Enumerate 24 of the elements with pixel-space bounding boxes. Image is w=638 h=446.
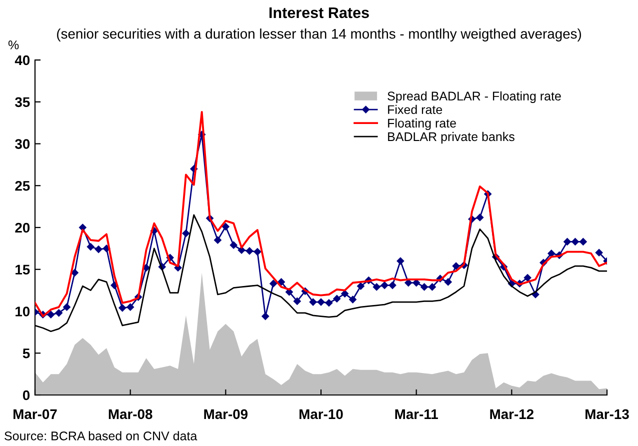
- legend-label: BADLAR private banks: [388, 132, 514, 144]
- y-tick-label: 15: [16, 264, 30, 275]
- x-tick-label: Mar-10: [300, 409, 343, 420]
- legend-label: Spread BADLAR - Floating rate: [388, 91, 561, 103]
- x-tick-label: Mar-08: [108, 409, 152, 420]
- legend-label: Fixed rate: [388, 104, 442, 114]
- y-tick-label: 40: [14, 55, 30, 66]
- chart-title: Interest Rates: [270, 7, 369, 18]
- y-tick-label: 35: [15, 97, 30, 108]
- x-tick-label: Mar-09: [204, 409, 248, 420]
- legend-label: Floating rate: [388, 118, 456, 130]
- y-axis-title: %: [8, 40, 19, 50]
- source-note: Source: BCRA based on CNV data: [4, 431, 198, 440]
- y-tick-label: 10: [16, 306, 30, 316]
- x-tick-label: Mar-13: [586, 409, 629, 420]
- y-tick-label: 5: [22, 348, 30, 358]
- y-tick-label: 30: [15, 139, 30, 149]
- x-tick-label: Mar-07: [14, 409, 57, 420]
- y-tick-label: 0: [22, 390, 30, 400]
- y-tick-label: 20: [15, 222, 30, 233]
- y-tick-label: 25: [15, 180, 30, 191]
- x-tick-label: Mar-11: [395, 409, 438, 420]
- x-tick-label: Mar-12: [490, 409, 534, 420]
- chart-subtitle: (senior securities with a duration lesser than 14 months - montlhy weigthed averages): [57, 28, 582, 42]
